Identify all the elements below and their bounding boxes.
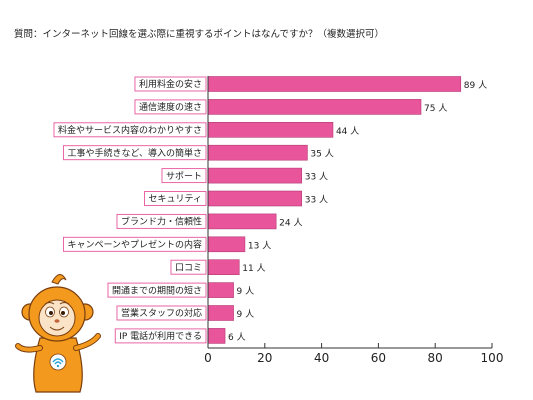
category-label: ブランド力・信頼性: [116, 213, 207, 229]
bar: [207, 99, 422, 115]
chart-title: 質問：インターネット回線を選ぶ際に重視するポイントはなんですか？（複数選択可）: [14, 29, 385, 40]
value-label: 9 人: [237, 286, 255, 297]
x-tick-label: 80: [428, 351, 443, 365]
x-tick-label: 40: [314, 351, 329, 365]
bar: [207, 144, 308, 161]
category-label-text: ブランド力・信頼性: [121, 216, 202, 228]
value-label: 13 人: [248, 240, 271, 251]
category-label-box: [134, 76, 207, 92]
category-label-text: 料金やサービス内容のわかりやすさ: [58, 124, 202, 136]
value-label: 35 人: [310, 149, 333, 160]
value-labels: 89 人75 人44 人35 人33 人33 人24 人13 人11 人9 人9…: [228, 80, 487, 343]
bar: [207, 259, 240, 276]
value-label: 33 人: [305, 172, 328, 183]
value-label: 9 人: [237, 309, 255, 320]
category-label: サポート: [161, 168, 207, 184]
x-tick-label: 60: [371, 351, 386, 365]
category-label-text: 開通までの期間の短さ: [112, 284, 202, 296]
value-label: 6 人: [228, 332, 246, 343]
bar: [207, 328, 226, 344]
category-label-text: 利用料金の安さ: [139, 78, 202, 90]
value-label: 33 人: [305, 195, 328, 206]
value-label: 75 人: [424, 103, 447, 114]
category-label-box: [116, 305, 207, 321]
bar: [207, 122, 334, 138]
bar: [207, 305, 234, 321]
category-label-text: 営業スタッフの対応: [121, 307, 202, 319]
category-label-box: [62, 236, 207, 252]
category-label-box: [134, 99, 207, 115]
bar: [207, 190, 303, 207]
orange-monkey-mascot-icon: [15, 274, 101, 393]
category-label-box: [114, 328, 207, 344]
x-tick-label: 100: [481, 351, 504, 365]
category-label: 利用料金の安さ: [134, 76, 207, 92]
x-axis: 0 20 40 60 80 100: [204, 76, 503, 365]
bars: [207, 76, 462, 344]
x-tick-label: 0: [204, 351, 212, 365]
category-label: 通信速度の速さ: [134, 99, 207, 115]
value-label: 11 人: [242, 263, 265, 274]
value-label: 24 人: [279, 217, 302, 228]
x-tick-label: 20: [257, 351, 272, 365]
category-label-text: 口コミ: [175, 263, 202, 273]
category-label-box: [144, 191, 207, 206]
category-label: キャンペーンやプレゼントの内容: [62, 236, 207, 252]
bar: [207, 236, 246, 253]
category-label: IP 電話が利用できる: [114, 328, 207, 344]
category-label: 料金やサービス内容のわかりやすさ: [53, 122, 207, 138]
category-label-box: [116, 213, 207, 229]
bar: [207, 76, 462, 92]
category-label-box: [170, 259, 207, 275]
category-label-box: [161, 168, 207, 184]
category-label-text: キャンペーンやプレゼントの内容: [67, 239, 202, 251]
category-label: 工事や手続きなど、導入の簡単さ: [62, 145, 207, 161]
value-label: 89 人: [464, 80, 487, 91]
category-label: セキュリティ: [144, 191, 207, 206]
bar: [207, 167, 303, 184]
category-label-text: 通信速度の速さ: [139, 101, 202, 113]
category-label: 営業スタッフの対応: [116, 305, 207, 321]
category-label-box: [107, 282, 207, 298]
category-label-box: [53, 122, 207, 138]
bar: [207, 213, 277, 230]
category-label-text: 工事や手続きなど、導入の簡単さ: [67, 147, 202, 159]
category-label: 口コミ: [170, 259, 207, 275]
category-label-text: IP 電話が利用できる: [119, 330, 202, 342]
value-label: 44 人: [336, 126, 359, 137]
category-labels: 利用料金の安さ通信速度の速さ料金やサービス内容のわかりやすさ工事や手続きなど、導…: [53, 76, 207, 344]
bar: [207, 282, 234, 298]
category-label: 開通までの期間の短さ: [107, 282, 207, 298]
category-label-box: [62, 145, 207, 161]
category-label-text: サポート: [166, 171, 202, 182]
category-label-text: セキュリティ: [149, 194, 202, 205]
